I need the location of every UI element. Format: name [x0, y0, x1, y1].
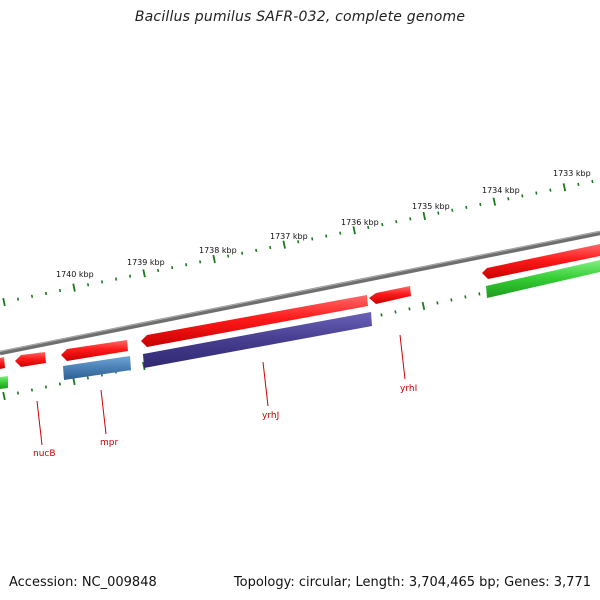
major-tick: [492, 197, 497, 206]
minor-tick: [325, 234, 328, 238]
minor-tick: [450, 298, 453, 302]
major-tick: [72, 283, 76, 292]
gene-label-yrhI: yrhI: [400, 384, 417, 394]
minor-tick: [44, 385, 48, 389]
minor-tick: [339, 231, 342, 235]
minor-tick: [30, 388, 34, 392]
outer-gc-track: [2, 179, 594, 307]
major-tick: [142, 361, 146, 371]
major-tick: [142, 269, 146, 278]
minor-tick: [114, 277, 118, 281]
minor-tick: [464, 295, 467, 299]
minor-tick: [58, 288, 62, 293]
minor-tick: [436, 301, 439, 305]
minor-tick: [185, 263, 188, 267]
tick-label-1736: 1736 kbp: [341, 218, 379, 227]
backbone-ring: [0, 230, 600, 356]
minor-tick: [157, 268, 160, 273]
minor-tick: [465, 205, 468, 209]
major-tick: [422, 211, 426, 221]
minor-tick: [100, 280, 104, 284]
leader-line: [36, 400, 43, 446]
minor-tick: [394, 310, 397, 314]
minor-tick: [451, 208, 454, 212]
gene-label-leaders: [36, 334, 406, 446]
gene-labels: nucB mpr yrhJ yrhI: [33, 384, 417, 459]
blast-hit-blue: [63, 356, 131, 380]
minor-tick: [311, 237, 314, 241]
minor-tick: [367, 225, 370, 230]
kbp-tick-labels: 1733 kbp 1734 kbp 1735 kbp 1736 kbp 1737…: [56, 169, 591, 279]
minor-tick: [241, 251, 244, 255]
blast-hits: [0, 260, 600, 389]
accession-text: Accession: NC_009848: [9, 575, 157, 590]
minor-tick: [30, 294, 34, 298]
major-tick: [2, 391, 6, 401]
gene-label-nucB: nucB: [33, 449, 56, 459]
minor-tick: [381, 222, 384, 227]
tick-label-1733: 1733 kbp: [553, 169, 591, 178]
minor-tick: [44, 291, 48, 296]
major-tick: [2, 297, 6, 307]
blast-hit-green: [0, 376, 8, 389]
gene-arrow: [369, 286, 411, 304]
gene-label-yrhJ: yrhJ: [262, 411, 279, 421]
major-tick: [352, 226, 356, 235]
gene-arrow: [0, 357, 5, 369]
minor-tick: [380, 313, 383, 317]
minor-tick: [171, 265, 174, 270]
leader-line: [100, 389, 107, 435]
gene-arrow: [15, 352, 46, 367]
gene-arrow: [61, 340, 128, 361]
gene-arrow: [482, 244, 600, 279]
blast-hit-green: [486, 260, 600, 298]
minor-tick: [86, 283, 90, 287]
minor-tick: [269, 245, 272, 250]
minor-tick: [577, 182, 580, 187]
minor-tick: [478, 292, 481, 296]
leader-line: [399, 334, 406, 380]
leader-line: [262, 361, 269, 407]
tick-label-1734: 1734 kbp: [482, 186, 520, 195]
minor-tick: [297, 240, 300, 244]
minor-tick: [227, 254, 230, 258]
minor-tick: [549, 188, 552, 192]
minor-tick: [591, 179, 594, 184]
tick-label-1737: 1737 kbp: [270, 232, 308, 241]
tick-label-1735: 1735 kbp: [412, 202, 450, 211]
minor-tick: [16, 391, 20, 395]
topology-text: Topology: circular; Length: 3,704,465 bp…: [233, 575, 591, 590]
gene-label-mpr: mpr: [100, 438, 118, 448]
tick-label-1739: 1739 kbp: [127, 258, 165, 267]
major-tick: [562, 183, 567, 192]
minor-tick: [479, 202, 482, 207]
minor-tick: [129, 274, 132, 278]
minor-tick: [255, 248, 258, 253]
map-title: Bacillus pumilus SAFR-032, complete geno…: [134, 9, 466, 25]
forward-strand-genes: [0, 244, 600, 369]
gene-arrow: [141, 295, 368, 347]
minor-tick: [409, 217, 412, 221]
minor-tick: [521, 194, 524, 198]
minor-tick: [58, 382, 62, 386]
minor-tick: [437, 211, 440, 215]
minor-tick: [199, 260, 202, 264]
minor-tick: [507, 197, 510, 201]
tick-label-1740: 1740 kbp: [56, 270, 94, 279]
minor-tick: [86, 376, 89, 380]
major-tick: [212, 254, 216, 264]
minor-tick: [408, 307, 411, 311]
minor-tick: [16, 297, 20, 301]
minor-tick: [535, 191, 538, 195]
blast-hit-purple: [143, 312, 372, 368]
minor-tick: [395, 220, 398, 224]
tick-label-1738: 1738 kbp: [199, 246, 237, 255]
major-tick: [421, 301, 426, 311]
major-tick: [282, 240, 286, 249]
